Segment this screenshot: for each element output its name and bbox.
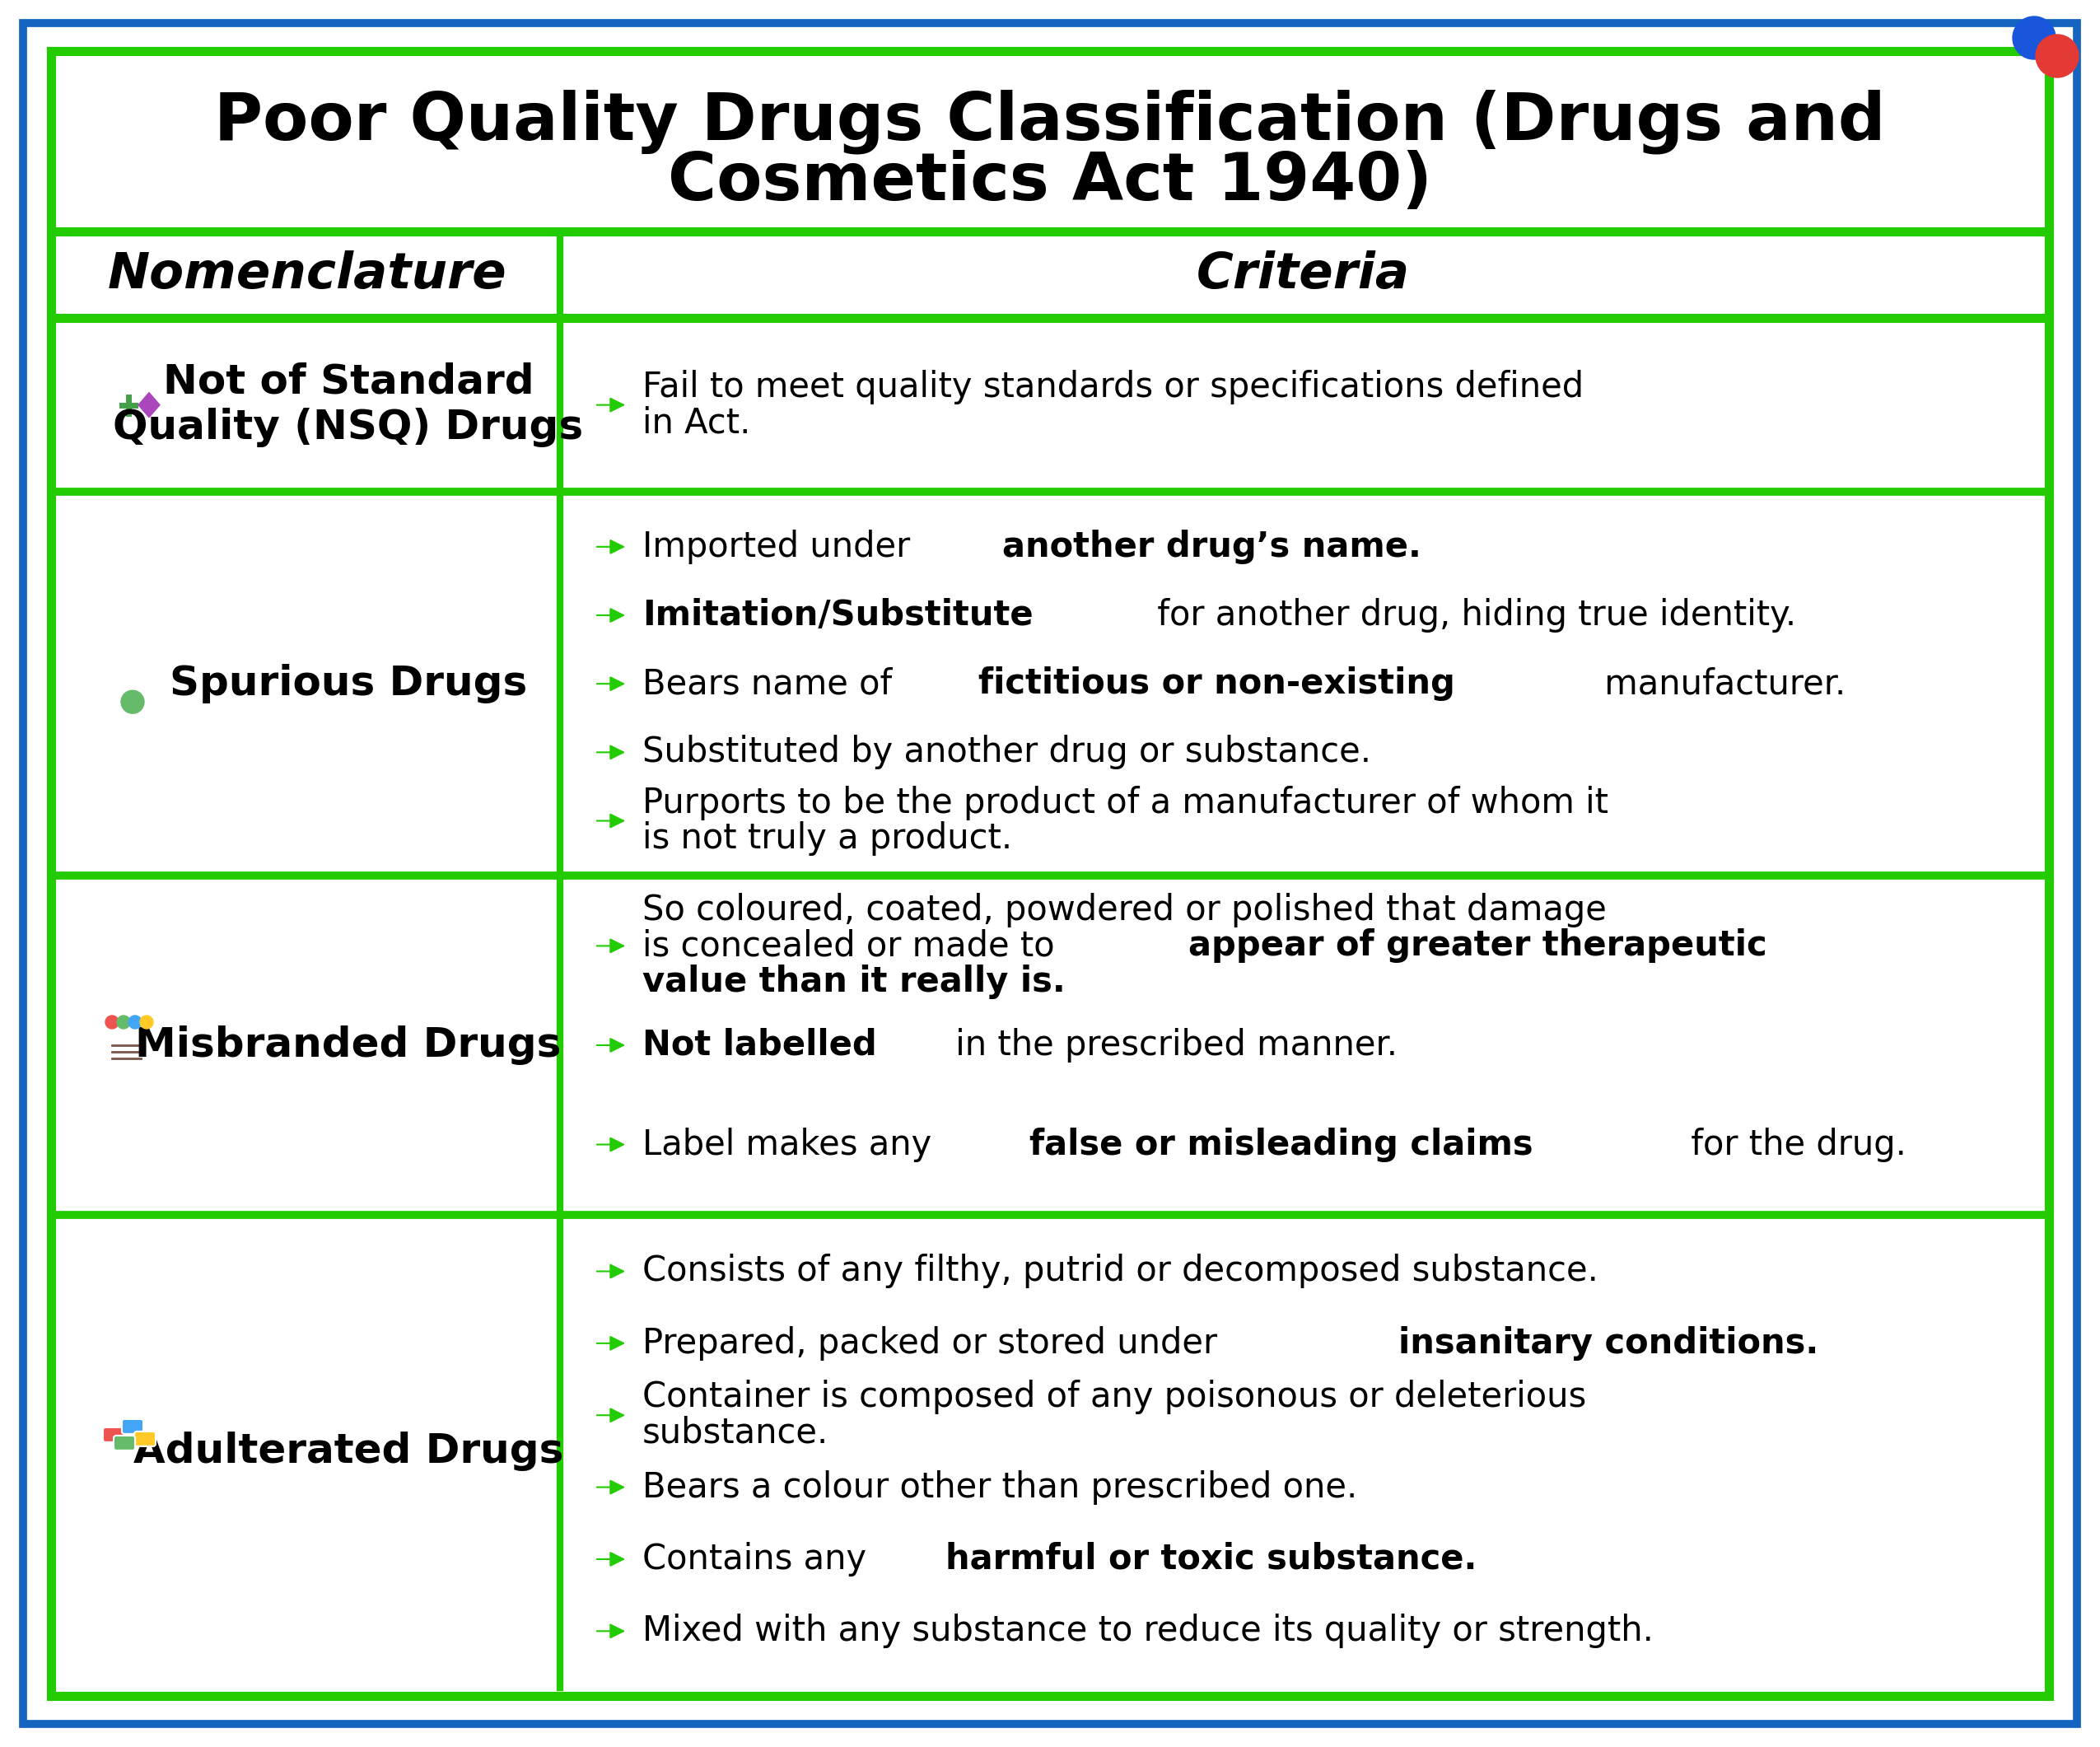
Text: another drug’s name.: another drug’s name. bbox=[1002, 529, 1422, 564]
Text: Misbranded Drugs: Misbranded Drugs bbox=[134, 1025, 561, 1066]
FancyBboxPatch shape bbox=[50, 51, 2050, 1696]
FancyBboxPatch shape bbox=[130, 673, 160, 694]
Text: value than it really is.: value than it really is. bbox=[643, 964, 1065, 999]
Polygon shape bbox=[139, 393, 160, 418]
Text: So coloured, coated, powdered or polished that damage: So coloured, coated, powdered or polishe… bbox=[643, 893, 1606, 928]
FancyBboxPatch shape bbox=[107, 657, 136, 708]
Text: Spurious Drugs: Spurious Drugs bbox=[170, 664, 527, 704]
Text: is not truly a product.: is not truly a product. bbox=[643, 821, 1012, 856]
Text: Substituted by another drug or substance.: Substituted by another drug or substance… bbox=[643, 735, 1371, 770]
Text: substance.: substance. bbox=[643, 1415, 830, 1450]
FancyBboxPatch shape bbox=[23, 23, 2077, 1724]
Circle shape bbox=[2012, 16, 2056, 59]
Text: Not labelled: Not labelled bbox=[643, 1027, 878, 1062]
FancyBboxPatch shape bbox=[134, 1431, 155, 1447]
Text: Contains any: Contains any bbox=[643, 1543, 878, 1576]
Text: Criteria: Criteria bbox=[1197, 250, 1409, 299]
Text: Imported under: Imported under bbox=[643, 529, 922, 564]
Text: is concealed or made to: is concealed or made to bbox=[643, 929, 1065, 963]
Text: appear of greater therapeutic: appear of greater therapeutic bbox=[1189, 929, 1766, 963]
Text: Poor Quality Drugs Classification (Drugs and: Poor Quality Drugs Classification (Drugs… bbox=[214, 89, 1886, 154]
Text: Imitation/Substitute: Imitation/Substitute bbox=[643, 597, 1033, 632]
Text: fictitious or non-existing: fictitious or non-existing bbox=[979, 667, 1455, 701]
FancyBboxPatch shape bbox=[103, 1452, 153, 1483]
Text: Fail to meet quality standards or specifications defined: Fail to meet quality standards or specif… bbox=[643, 370, 1583, 404]
FancyBboxPatch shape bbox=[113, 1436, 134, 1450]
FancyBboxPatch shape bbox=[111, 383, 145, 428]
Text: Mixed with any substance to reduce its quality or strength.: Mixed with any substance to reduce its q… bbox=[643, 1614, 1653, 1649]
Text: Bears a colour other than prescribed one.: Bears a colour other than prescribed one… bbox=[643, 1469, 1357, 1504]
Text: for the drug.: for the drug. bbox=[1680, 1127, 1907, 1162]
Text: Consists of any filthy, putrid or decomposed substance.: Consists of any filthy, putrid or decomp… bbox=[643, 1254, 1598, 1289]
FancyBboxPatch shape bbox=[113, 643, 132, 662]
Circle shape bbox=[128, 1015, 141, 1029]
FancyBboxPatch shape bbox=[101, 1034, 151, 1067]
FancyBboxPatch shape bbox=[122, 1419, 143, 1434]
Circle shape bbox=[141, 1015, 153, 1029]
Text: Container is composed of any poisonous or deleterious: Container is composed of any poisonous o… bbox=[643, 1380, 1586, 1415]
Text: Prepared, packed or stored under: Prepared, packed or stored under bbox=[643, 1326, 1228, 1361]
Text: for another drug, hiding true identity.: for another drug, hiding true identity. bbox=[1147, 597, 1798, 632]
Text: in Act.: in Act. bbox=[643, 405, 750, 440]
Circle shape bbox=[2035, 35, 2079, 77]
Text: Purports to be the product of a manufacturer of whom it: Purports to be the product of a manufact… bbox=[643, 786, 1609, 819]
Text: Adulterated Drugs: Adulterated Drugs bbox=[132, 1431, 563, 1471]
Text: Not of Standard
Quality (NSQ) Drugs: Not of Standard Quality (NSQ) Drugs bbox=[113, 362, 584, 447]
Circle shape bbox=[118, 1015, 130, 1029]
Text: Label makes any: Label makes any bbox=[643, 1127, 943, 1162]
Text: +: + bbox=[124, 694, 141, 711]
FancyBboxPatch shape bbox=[103, 1427, 124, 1443]
Text: harmful or toxic substance.: harmful or toxic substance. bbox=[945, 1543, 1476, 1576]
Circle shape bbox=[105, 1015, 118, 1029]
Text: manufacturer.: manufacturer. bbox=[1594, 667, 1846, 701]
Text: false or misleading claims: false or misleading claims bbox=[1029, 1127, 1533, 1162]
Text: Bears name of: Bears name of bbox=[643, 667, 903, 701]
Text: insanitary conditions.: insanitary conditions. bbox=[1399, 1326, 1819, 1361]
Text: in the prescribed manner.: in the prescribed manner. bbox=[945, 1027, 1399, 1062]
Text: Nomenclature: Nomenclature bbox=[107, 250, 506, 299]
Circle shape bbox=[122, 690, 145, 713]
FancyBboxPatch shape bbox=[118, 367, 141, 388]
Text: Cosmetics Act 1940): Cosmetics Act 1940) bbox=[668, 150, 1432, 213]
